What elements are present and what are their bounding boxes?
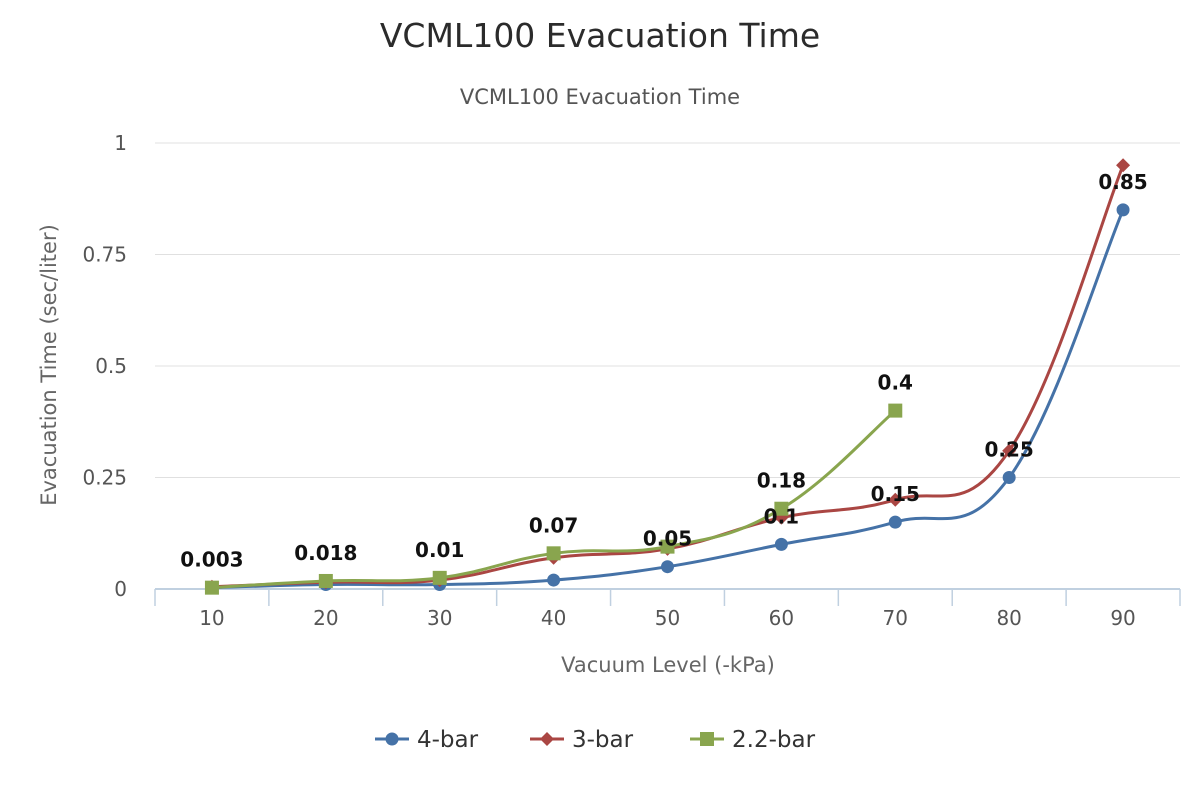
data-label: 0.018 (294, 541, 357, 565)
data-label: 0.1 (764, 504, 799, 528)
y-tick-label: 1 (114, 131, 127, 155)
data-label: 0.05 (643, 527, 692, 551)
data-point-2.2-bar (888, 403, 903, 418)
data-point-2.2-bar (546, 546, 561, 561)
legend: 4-bar 3-bar 2.2-bar (375, 727, 816, 753)
y-axis-tick-labels: 0 0.25 0.5 0.75 1 (82, 131, 127, 601)
data-label: 0.003 (180, 548, 243, 572)
x-tick-label: 40 (541, 606, 566, 630)
x-tick-label: 60 (769, 606, 794, 630)
data-label: 0.85 (1098, 170, 1147, 194)
data-point-2.2-bar (204, 580, 219, 595)
legend-item-2.2-bar: 2.2-bar (732, 727, 816, 753)
data-point-4-bar (547, 573, 561, 587)
series-layer (204, 158, 1131, 595)
data-label: 0.01 (415, 538, 464, 562)
legend-item-3-bar: 3-bar (572, 727, 634, 753)
data-label: 0.4 (878, 371, 913, 395)
series-line-3-bar (211, 164, 1125, 589)
grid-lines (155, 142, 1180, 478)
x-tick-label: 70 (883, 606, 908, 630)
y-tick-label: 0.75 (82, 243, 127, 267)
x-tick-label: 20 (313, 606, 338, 630)
data-point-4-bar (1116, 203, 1130, 217)
data-point-4-bar (888, 515, 902, 529)
legend-marker-2.2-bar (700, 732, 714, 746)
chart-title: VCML100 Evacuation Time (380, 16, 820, 55)
data-point-3-bar (888, 492, 903, 507)
data-point-4-bar (1002, 471, 1016, 484)
x-tick-label: 50 (655, 606, 680, 630)
x-tick-label: 90 (1110, 606, 1135, 630)
legend-marker-3-bar (540, 732, 554, 746)
data-point-4-bar (774, 537, 788, 551)
x-axis (154, 588, 1181, 606)
x-axis-tick-labels: 10 20 30 40 50 60 70 80 90 (199, 606, 1136, 630)
data-labels: 0.003 0.018 0.01 0.07 0.05 0.18 0.1 0.4 0.15 0.25… (180, 170, 1147, 572)
data-point-2.2-bar (660, 539, 675, 554)
legend-marker-4-bar (385, 732, 399, 746)
x-tick-label: 80 (996, 606, 1021, 630)
y-tick-label: 0 (114, 577, 127, 601)
data-point-4-bar (661, 560, 674, 574)
data-point-2.2-bar (774, 501, 789, 516)
x-tick-label: 10 (199, 606, 224, 630)
chart-subtitle: VCML100 Evacuation Time (460, 85, 740, 109)
y-axis-title: Evacuation Time (sec/liter) (37, 224, 61, 506)
data-label: 0.25 (984, 438, 1033, 462)
data-point-2.2-bar (318, 573, 333, 588)
data-label: 0.07 (529, 513, 578, 537)
data-label: 0.15 (871, 482, 920, 506)
data-point-2.2-bar (432, 570, 447, 585)
x-axis-title: Vacuum Level (-kPa) (561, 653, 775, 677)
y-tick-label: 0.5 (95, 354, 127, 378)
data-point-3-bar (1116, 158, 1131, 173)
x-tick-label: 30 (427, 606, 452, 630)
data-label: 0.18 (757, 469, 806, 493)
y-tick-label: 0.25 (82, 466, 127, 490)
data-point-3-bar (1002, 443, 1017, 458)
legend-item-4-bar: 4-bar (417, 727, 479, 753)
